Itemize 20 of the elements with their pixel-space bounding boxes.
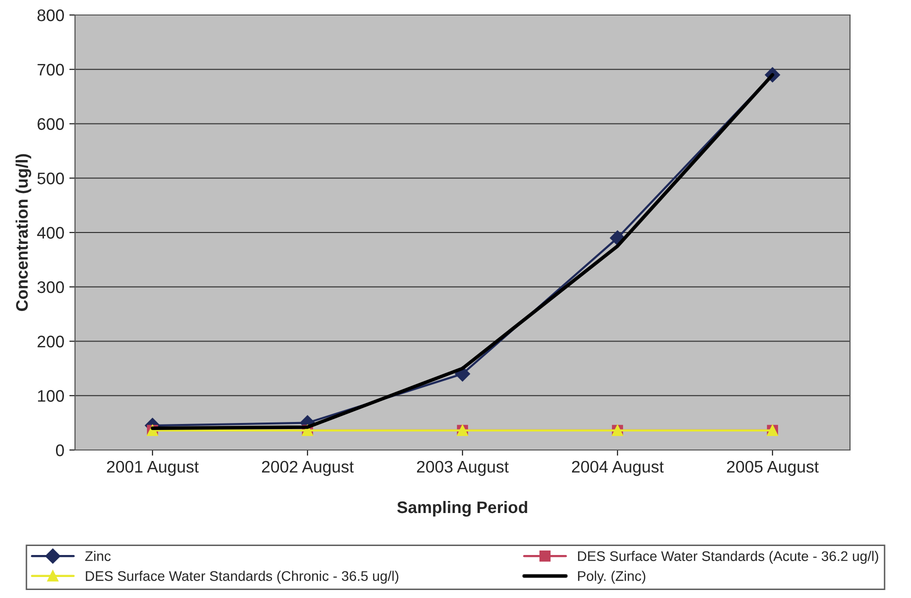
x-axis-title: Sampling Period [397, 500, 528, 517]
y-tick-label: 500 [37, 172, 64, 184]
y-tick-label: 700 [38, 64, 64, 76]
y-axis-title: Concentration (ug/l) [16, 154, 32, 311]
y-tick-label: 0 [56, 444, 64, 456]
legend-label: Zinc [85, 550, 111, 562]
legend-label: Poly. (Zinc) [578, 570, 646, 584]
y-tick-label: 100 [38, 390, 64, 402]
y-tick-label: 400 [37, 226, 64, 239]
y-tick-label: 200 [38, 336, 64, 348]
x-tick-label: 2003 August [417, 460, 509, 476]
x-tick-label: 2004 August [572, 460, 664, 476]
y-tick-label: 600 [38, 118, 64, 130]
y-tick-label: 800 [38, 9, 64, 22]
legend-label: DES Surface Water Standards (Acute - 36.2 ug/l) [578, 550, 878, 564]
x-tick-label: 2001 August [107, 460, 199, 476]
y-tick-label: 300 [37, 281, 64, 294]
legend-label: DES Surface Water Standards (Chronic - 36.5 ug/l) [86, 570, 398, 584]
x-tick-label: 2005 August [727, 460, 819, 476]
x-tick-label: 2002 August [262, 460, 354, 476]
